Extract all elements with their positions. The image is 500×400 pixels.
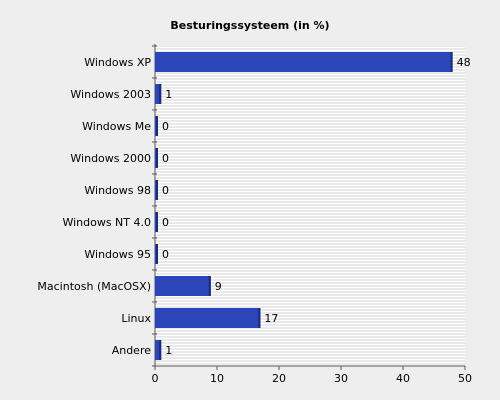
- bar: [155, 340, 162, 360]
- value-label: 0: [162, 120, 169, 133]
- category-label: Windows Me: [82, 120, 151, 133]
- category-label: Windows 2003: [70, 88, 151, 101]
- bar: [155, 276, 211, 296]
- x-tick-label: 30: [334, 372, 348, 385]
- bar-edge: [159, 84, 162, 104]
- x-tick-label: 20: [272, 372, 286, 385]
- category-label: Windows 2000: [70, 152, 151, 165]
- bar: [155, 84, 162, 104]
- category-label: Linux: [121, 312, 151, 325]
- category-label: Windows 95: [84, 248, 151, 261]
- bar-edge: [258, 308, 261, 328]
- category-label: Windows XP: [84, 56, 151, 69]
- bar-edge: [156, 212, 158, 232]
- chart-title: Besturingssysteem (in %): [170, 19, 329, 32]
- value-label: 1: [165, 88, 172, 101]
- value-label: 0: [162, 216, 169, 229]
- value-label: 48: [457, 56, 471, 69]
- bar-edge: [156, 148, 158, 168]
- bar-edge: [156, 244, 158, 264]
- value-label: 0: [162, 152, 169, 165]
- x-tick-label: 10: [210, 372, 224, 385]
- category-label: Windows NT 4.0: [62, 216, 151, 229]
- value-label: 0: [162, 248, 169, 261]
- x-tick-label: 40: [396, 372, 410, 385]
- category-label: Andere: [112, 344, 152, 357]
- value-label: 0: [162, 184, 169, 197]
- x-tick-label: 0: [152, 372, 159, 385]
- value-label: 9: [215, 280, 222, 293]
- x-tick-label: 50: [458, 372, 472, 385]
- value-label: 1: [165, 344, 172, 357]
- bar-edge: [159, 340, 162, 360]
- bar-edge: [156, 116, 158, 136]
- bar: [155, 52, 453, 72]
- bar: [155, 308, 261, 328]
- bar-edge: [156, 180, 158, 200]
- bar-edge: [208, 276, 211, 296]
- category-label: Windows 98: [84, 184, 151, 197]
- category-label: Macintosh (MacOSX): [37, 280, 151, 293]
- bar-edge: [450, 52, 453, 72]
- value-label: 17: [264, 312, 278, 325]
